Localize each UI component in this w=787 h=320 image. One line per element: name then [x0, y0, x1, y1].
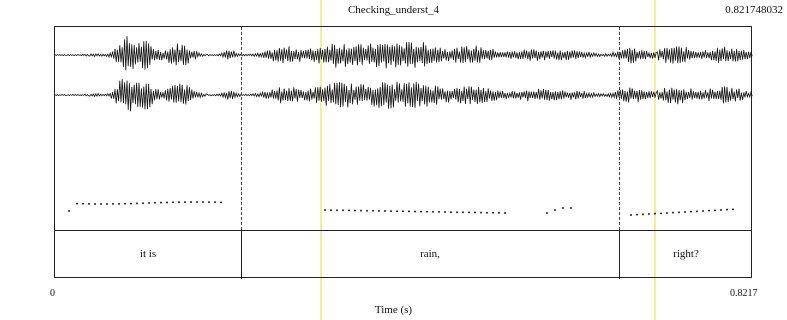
pitch-point: [720, 209, 722, 211]
waveform-channel-1: [55, 36, 753, 71]
pitch-point: [504, 212, 506, 214]
pitch-point: [94, 202, 96, 205]
pitch-point: [570, 207, 572, 209]
pitch-point: [360, 209, 362, 212]
pitch-point: [196, 201, 198, 204]
pitch-point: [148, 202, 150, 205]
selection-marker-left[interactable]: [320, 0, 322, 320]
pitch-point: [366, 209, 368, 212]
pitch-point: [732, 208, 734, 211]
pitch-point: [714, 209, 716, 212]
pitch-point: [208, 201, 210, 204]
pitch-point: [130, 202, 132, 205]
pitch-point: [184, 201, 186, 204]
pitch-point: [166, 201, 168, 204]
x-axis-label: Time (s): [374, 304, 413, 316]
pitch-point: [498, 211, 500, 214]
pitch-point: [408, 210, 410, 213]
waveform-pitch-canvas[interactable]: [55, 27, 753, 279]
pitch-point: [124, 202, 126, 205]
pitch-point: [342, 209, 344, 212]
pitch-point: [348, 209, 350, 212]
pitch-point: [660, 212, 662, 215]
pitch-point: [426, 210, 428, 213]
pitch-point: [100, 202, 102, 205]
pitch-point: [678, 211, 680, 214]
pitch-point: [76, 202, 78, 205]
pitch-point: [136, 202, 138, 205]
interval-label-3[interactable]: right?: [673, 248, 699, 260]
pitch-point: [112, 202, 114, 205]
pitch-point: [554, 209, 556, 211]
boundary-2[interactable]: [619, 230, 620, 279]
pitch-point: [336, 209, 338, 212]
pitch-point: [486, 211, 488, 214]
pitch-point: [438, 210, 440, 213]
sound-title: Checking_underst_4: [347, 4, 440, 16]
pitch-point: [684, 211, 686, 213]
pitch-point: [444, 211, 446, 213]
pitch-point: [396, 210, 398, 213]
pitch-point: [690, 210, 692, 213]
pitch-point: [702, 210, 704, 212]
interval-label-1[interactable]: it is: [139, 248, 157, 260]
pitch-point: [190, 201, 192, 204]
pitch-point: [172, 201, 174, 204]
pitch-point: [672, 211, 674, 214]
pitch-point: [708, 209, 710, 212]
pitch-point: [468, 211, 470, 214]
pitch-point: [178, 201, 180, 204]
pitch-point: [154, 201, 156, 204]
end-time-readout: 0.821748032: [725, 4, 783, 16]
pitch-point: [456, 211, 458, 214]
pitch-point: [562, 207, 564, 209]
pitch-point: [202, 201, 204, 204]
pitch-point: [160, 201, 162, 204]
boundary-2-guide: [619, 27, 620, 230]
pitch-point: [414, 210, 416, 213]
pitch-point: [420, 210, 422, 213]
pitch-point: [88, 202, 90, 205]
axis-end-label: 0.8217: [730, 288, 758, 299]
pitch-point: [432, 210, 434, 213]
pitch-point: [642, 213, 644, 216]
pitch-point: [214, 201, 216, 204]
pitch-point: [118, 202, 120, 205]
pitch-point: [330, 209, 332, 212]
pitch-point: [106, 202, 108, 205]
pitch-point: [354, 209, 356, 212]
pitch-point: [384, 210, 386, 212]
tier-top-border: [55, 230, 751, 231]
pitch-point: [220, 201, 222, 204]
pitch-point: [480, 211, 482, 214]
boundary-1[interactable]: [241, 230, 242, 279]
pitch-point: [648, 213, 650, 215]
pitch-point: [378, 209, 380, 212]
boundary-1-guide: [241, 27, 242, 230]
pitch-point: [492, 211, 494, 214]
selection-marker-right[interactable]: [654, 0, 656, 320]
pitch-point: [654, 212, 656, 215]
pitch-point: [630, 214, 632, 216]
pitch-track: [68, 201, 734, 216]
pitch-point: [666, 212, 668, 214]
pitch-point: [636, 213, 638, 216]
interval-label-2[interactable]: rain,: [420, 248, 440, 260]
pitch-point: [462, 211, 464, 214]
waveform-channel-2: [55, 79, 753, 112]
pitch-point: [546, 212, 548, 214]
pitch-point: [68, 210, 70, 212]
pitch-point: [82, 202, 84, 205]
pitch-point: [402, 210, 404, 213]
pitch-point: [142, 202, 144, 205]
sound-figure[interactable]: it is rain, right?: [54, 26, 753, 279]
pitch-point: [450, 211, 452, 214]
pitch-point: [390, 210, 392, 213]
pitch-point: [726, 208, 728, 211]
pitch-point: [324, 209, 326, 211]
pitch-point: [474, 211, 476, 214]
pitch-point: [696, 210, 698, 213]
axis-start-label: 0: [50, 288, 55, 299]
pitch-point: [372, 209, 374, 212]
